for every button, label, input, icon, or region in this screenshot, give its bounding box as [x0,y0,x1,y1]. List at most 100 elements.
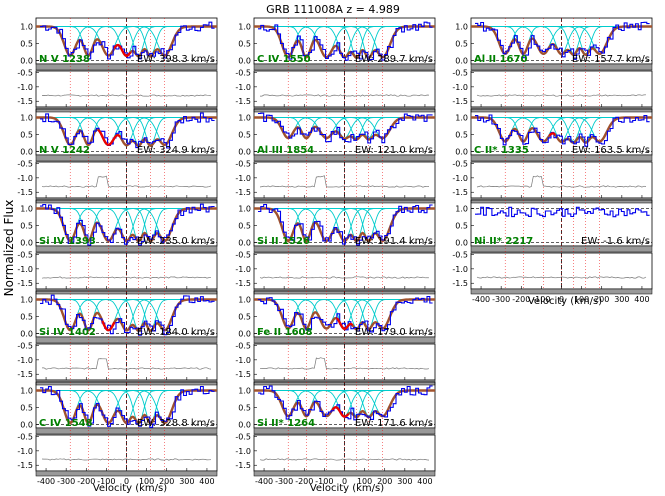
data-spectrum [40,294,215,336]
equivalent-width: EW: 157.7 km/s [572,54,650,65]
fit-region-highlight [335,317,354,331]
flux-tick-label: 1.0 [238,114,251,123]
flux-tick-label: 1.0 [20,114,33,123]
resid-tick-label: -0.5 [17,159,33,168]
fit-region-highlight [113,43,132,58]
residual-curve [259,276,430,279]
flux-tick-label: 0.0 [238,239,251,248]
flux-tick-label: 0.0 [455,148,468,157]
flux-tick-label: 1.0 [238,387,251,396]
resid-tick-label: -1.0 [452,265,468,274]
x-tick-label: -300 [492,295,510,304]
resid-tick-label: -0.5 [17,250,33,259]
x-axis-label-col1: Velocity (km/s) [93,483,167,494]
flux-tick-label: 0.5 [238,313,251,322]
x-tick-label: 200 [594,295,609,304]
line-label: C IV 1548 [39,418,93,429]
panel-0-1: 0.0 0.5 1.0 -0.5 -1.0 -1.5 N V 1242 EW: 324.9 k… [17,108,218,204]
flux-tick-label: 0.5 [20,404,33,413]
flux-tick-label: 1.0 [455,23,468,32]
equivalent-width: EW: 121.0 km/s [355,145,433,156]
flux-tick-label: 0.0 [20,239,33,248]
y-axis-label: Normalized Flux [2,200,16,297]
flux-tick-label: 0.0 [238,148,251,157]
x-tick-label: -200 [77,477,95,486]
resid-tick-label: -1.0 [235,447,251,456]
x-tick-label: 400 [634,295,649,304]
flux-tick-label: 1.0 [20,296,33,305]
residual-curve [41,276,212,279]
data-spectrum [475,206,650,218]
residual-curve [259,175,430,188]
model-profile [36,389,217,425]
x-tick-label: -200 [295,477,313,486]
x-tick-label: 0 [124,477,129,486]
panel-0-0: 0.0 0.5 1.0 -0.5 -1.0 -1.5 N V 1238 EW: 398.3 k… [17,17,218,113]
separator-band-bottom [470,288,653,295]
residual-curve [260,94,430,97]
flux-tick-label: 0.5 [238,131,251,140]
x-tick-label: 100 [357,477,372,486]
x-tick-label: 400 [199,477,214,486]
resid-tick-label: -0.5 [452,159,468,168]
resid-tick-label: -0.5 [235,250,251,259]
residual-curve [41,94,212,97]
resid-tick-label: -1.5 [235,279,251,288]
resid-tick-label: -1.0 [235,265,251,274]
data-spectrum [40,385,215,428]
panel-2-2: 0.0 0.5 1.0 -0.5 -1.0 -1.5 Ni II* 2217 EW: -1.6… [452,199,653,304]
flux-tick-label: 1.0 [20,23,33,32]
resid-tick-label: -1.5 [235,97,251,106]
residual-curve [476,175,647,188]
resid-tick-label: -1.5 [17,370,33,379]
equivalent-width: EW: 191.4 km/s [355,236,433,247]
x-tick-label: -300 [275,477,293,486]
flux-tick-label: 1.0 [20,205,33,214]
flux-tick-label: 0.5 [455,222,468,231]
flux-tick-label: 1.0 [455,114,468,123]
x-tick-label: -400 [255,477,273,486]
flux-tick-label: 0.0 [238,330,251,339]
line-label: Al II 1670 [474,54,527,65]
flux-tick-label: 0.5 [455,131,468,140]
residual-curve [41,358,212,370]
data-spectrum [40,112,215,149]
line-label: Si IV 1393 [39,236,96,247]
x-tick-label: 300 [614,295,629,304]
line-label: C IV 1550 [257,54,311,65]
x-tick-label: 400 [417,477,432,486]
resid-tick-label: -1.0 [17,83,33,92]
panel-0-4: 0.0 0.5 1.0 -0.5 -1.0 -1.5 C IV 1548 EW: 328.8 … [17,381,218,486]
flux-tick-label: 0.5 [20,40,33,49]
line-label: Fe II 1608 [257,327,312,338]
resid-tick-label: -1.0 [235,356,251,365]
x-tick-label: -400 [472,295,490,304]
panel-2-1: 0.0 0.5 1.0 -0.5 -1.0 -1.5 C II* 1335 EW: 163.5… [452,108,653,204]
flux-tick-label: 1.0 [20,387,33,396]
residual-curve [41,458,212,461]
equivalent-width: EW: 398.3 km/s [137,54,215,65]
model-profile [471,116,652,144]
x-tick-label: 200 [159,477,174,486]
equivalent-width: EW: 171.6 km/s [355,418,433,429]
line-label: Si II* 1264 [257,418,315,429]
flux-tick-label: 0.5 [20,313,33,322]
flux-tick-label: 0.5 [20,131,33,140]
separator-band-bottom [35,470,218,477]
resid-tick-label: -1.5 [17,461,33,470]
panel-grid: 0.0 0.5 1.0 -0.5 -1.0 -1.5 N V 1238 EW: 398.3 k… [17,17,653,486]
residual-curve [41,175,212,188]
resid-tick-label: -1.0 [17,356,33,365]
panel-1-2: 0.0 0.5 1.0 -0.5 -1.0 -1.5 Si II 1526 EW: 191.4… [235,199,436,295]
line-label: N V 1238 [39,54,90,65]
fit-region-highlight [331,406,350,418]
x-tick-label: 200 [377,477,392,486]
resid-tick-label: -0.5 [452,68,468,77]
line-label: Si II 1526 [257,236,310,247]
fit-region-highlight [97,129,121,146]
x-tick-label: 0 [342,477,347,486]
resid-tick-label: -1.5 [235,370,251,379]
resid-tick-label: -1.5 [17,279,33,288]
resid-tick-label: -1.5 [452,97,468,106]
